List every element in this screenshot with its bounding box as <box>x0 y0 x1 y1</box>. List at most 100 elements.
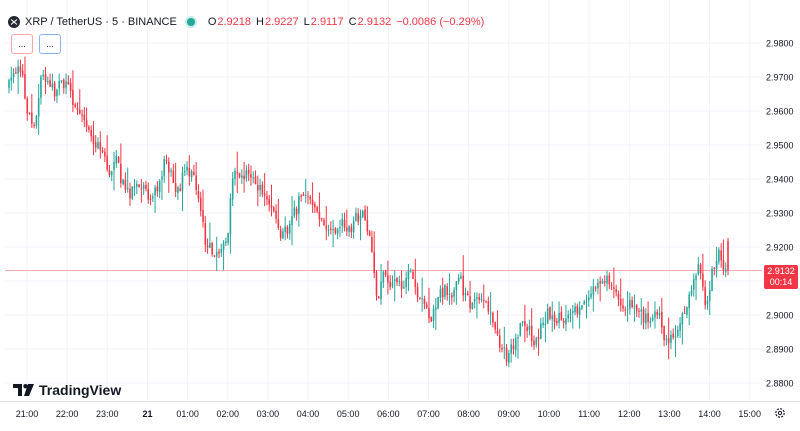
candle-body <box>115 155 118 164</box>
candle-body <box>350 226 353 233</box>
candle-body <box>549 307 551 319</box>
candle-body <box>284 226 286 232</box>
candle-body <box>617 293 620 300</box>
candle-body <box>560 311 563 321</box>
candle-body <box>183 171 186 173</box>
candle-body <box>131 186 134 199</box>
time-tick-label: 21 <box>142 409 152 419</box>
indicator-button-1[interactable]: ... <box>11 34 33 54</box>
candle-body <box>487 301 490 312</box>
candle-body <box>195 175 197 191</box>
candle-body <box>405 277 407 288</box>
candle-body <box>279 229 282 239</box>
candle-body <box>389 281 391 288</box>
candle-body <box>179 188 181 192</box>
candle-body <box>122 179 124 185</box>
settings-icon[interactable] <box>774 407 786 419</box>
candle-body <box>540 323 542 339</box>
candle-body <box>425 304 428 308</box>
candle-body <box>256 184 259 191</box>
candle-body <box>441 287 444 298</box>
candle-body <box>348 226 350 233</box>
candle-body <box>298 196 300 214</box>
candle-body <box>170 170 172 172</box>
candle-body <box>277 219 280 229</box>
candle-body <box>76 107 79 110</box>
indicator-button-2[interactable]: ... <box>39 34 61 54</box>
candle-body <box>311 199 314 206</box>
open-value: 2.9218 <box>217 16 252 28</box>
candle-body <box>428 308 430 319</box>
candle-body <box>81 114 83 116</box>
price-tick-label: 2.9700 <box>766 73 794 83</box>
candle-body <box>78 109 81 114</box>
candle-body <box>713 267 716 269</box>
candle-body <box>252 177 255 179</box>
candle-body <box>715 261 718 270</box>
candle-body <box>85 120 88 127</box>
market-status-icon[interactable] <box>186 18 195 26</box>
candle-body <box>544 323 547 325</box>
candle-body <box>266 196 268 200</box>
candle-body <box>101 150 104 153</box>
candle-body <box>592 286 595 295</box>
candle-body <box>633 306 636 308</box>
candle-body <box>601 281 604 284</box>
chart-grid <box>5 0 762 401</box>
candle-body <box>211 242 213 255</box>
candle-body <box>49 80 51 87</box>
candle-body <box>197 191 200 199</box>
candle-body <box>361 210 364 217</box>
candle-body <box>190 171 193 178</box>
symbol-title[interactable]: XRP / TetherUS · 5 · BINANCE <box>25 16 177 28</box>
candle-body <box>453 290 455 297</box>
candle-body <box>576 305 579 314</box>
candle-body <box>272 207 275 212</box>
candle-body <box>393 279 396 282</box>
candle-body <box>152 196 154 199</box>
candle-body <box>681 313 684 325</box>
candle-body <box>528 326 531 330</box>
candle-body <box>126 187 129 190</box>
candle-body <box>138 184 140 188</box>
candle-body <box>645 313 647 324</box>
candle-body <box>35 116 38 126</box>
candle-body <box>65 81 67 88</box>
candle-body <box>667 338 670 344</box>
candle-body <box>489 312 492 314</box>
price-axis[interactable]: 2.9800 2.9700 2.9600 2.9500 2.9400 2.9300 2.92… <box>766 39 794 389</box>
candle-body <box>387 275 389 283</box>
tradingview-logo[interactable]: TradingView <box>13 382 121 398</box>
candle-body <box>683 312 686 314</box>
price-tick-label: 2.8800 <box>766 379 794 389</box>
time-axis[interactable]: 21:00 22:00 23:00 21 01:00 02:00 03:00 04:00 05:… <box>16 409 761 419</box>
candle-body <box>227 233 229 243</box>
candle-body <box>597 282 599 289</box>
candle-body <box>526 327 528 331</box>
candle-body <box>535 338 538 345</box>
candle-body <box>469 296 471 309</box>
candle-body <box>247 169 250 174</box>
candle-body <box>674 336 677 338</box>
time-tick-label: 06:00 <box>377 409 400 419</box>
candle-body <box>231 178 234 200</box>
candle-body <box>222 242 225 250</box>
candle-body <box>213 255 216 257</box>
candle-body <box>603 281 606 283</box>
bar-countdown: 00:14 <box>769 277 793 287</box>
candle-body <box>140 188 143 190</box>
candle-body <box>286 226 289 235</box>
candle-body <box>679 323 681 331</box>
candle-body <box>371 236 373 253</box>
candle-body <box>423 298 426 304</box>
candle-body <box>373 251 376 274</box>
candle-body <box>334 228 337 234</box>
tradingview-logo-icon <box>13 384 34 396</box>
candle-body <box>720 250 722 261</box>
time-tick-label: 07:00 <box>417 409 440 419</box>
candle-body <box>302 194 305 196</box>
candle-body <box>432 309 435 321</box>
candle-body <box>202 210 204 223</box>
time-tick-label: 23:00 <box>96 409 119 419</box>
